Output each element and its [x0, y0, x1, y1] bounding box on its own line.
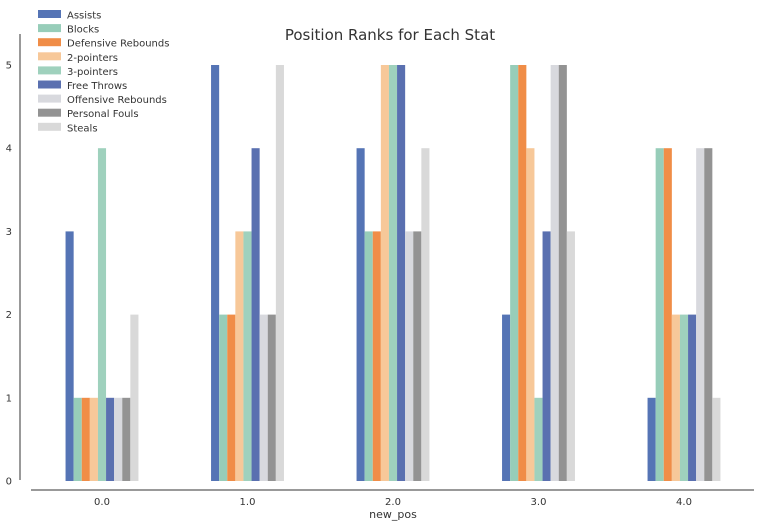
legend-label: 2-pointers	[67, 53, 118, 64]
bar	[558, 65, 567, 481]
bar	[663, 148, 672, 481]
bar	[502, 314, 511, 481]
bar	[510, 65, 519, 481]
bar	[688, 314, 697, 481]
bar	[647, 397, 656, 481]
bar	[388, 65, 398, 481]
legend-item: 3-pointers	[38, 66, 118, 78]
bar	[380, 65, 389, 481]
legend-item: 2-pointers	[38, 52, 118, 64]
bar	[542, 231, 551, 481]
y-tick-label: 5	[6, 61, 12, 72]
x-tick-label: 0.0	[94, 497, 110, 508]
bar	[679, 314, 689, 481]
legend-label: Assists	[67, 11, 101, 22]
legend-swatch	[38, 108, 61, 117]
legend-label: Personal Fouls	[67, 109, 139, 120]
bar	[219, 314, 228, 481]
legend-swatch	[38, 38, 61, 47]
bar	[275, 65, 284, 481]
y-tick-label: 4	[6, 144, 12, 155]
legend-label: Steals	[67, 123, 98, 134]
legend-item: Defensive Rebounds	[38, 38, 169, 50]
bar	[122, 397, 131, 481]
bar	[405, 231, 414, 481]
bar	[130, 314, 139, 481]
legend-swatch	[38, 24, 61, 33]
y-tick-label: 3	[6, 227, 12, 238]
bar	[89, 397, 98, 481]
bar	[356, 148, 365, 481]
bar	[696, 148, 705, 481]
legend-item: Free Throws	[38, 80, 127, 92]
y-axis-ticks: 0 1 2 3 4 5	[6, 61, 12, 488]
bar	[526, 148, 535, 481]
bar	[97, 148, 107, 481]
bar	[655, 148, 664, 481]
legend-label: Offensive Rebounds	[67, 95, 167, 106]
bar	[550, 65, 559, 481]
legend-label: Blocks	[67, 25, 99, 36]
bar	[106, 397, 115, 481]
x-tick-label: 2.0	[385, 497, 401, 508]
bar	[518, 65, 527, 481]
bar	[534, 397, 543, 481]
bar	[421, 148, 430, 481]
legend-item: Assists	[38, 10, 101, 22]
bar	[671, 314, 680, 481]
legend-swatch	[38, 52, 61, 61]
legend: Assists Blocks Defensive Rebounds 2-pointer…	[38, 10, 169, 134]
bar	[259, 314, 268, 481]
legend-label: 3-pointers	[67, 67, 118, 78]
x-tick-label: 1.0	[240, 497, 256, 508]
legend-label: Defensive Rebounds	[67, 39, 169, 50]
bar	[704, 148, 713, 481]
bar	[65, 231, 74, 481]
bar	[364, 231, 373, 481]
legend-swatch	[38, 66, 61, 75]
y-tick-label: 2	[6, 310, 12, 321]
bar	[73, 397, 82, 481]
legend-swatch	[38, 94, 61, 103]
bar	[235, 231, 244, 481]
legend-swatch	[38, 80, 61, 89]
x-tick-label: 4.0	[676, 497, 692, 508]
legend-swatch	[38, 122, 61, 131]
bar	[227, 314, 236, 481]
bar	[712, 397, 721, 481]
bar	[413, 231, 422, 481]
x-tick-label: 3.0	[531, 497, 547, 508]
chart-title: Position Ranks for Each Stat	[285, 26, 495, 44]
legend-item: Blocks	[38, 24, 99, 36]
x-axis-ticks: 0.0 1.0 2.0 3.0 4.0	[94, 497, 692, 508]
bar	[267, 314, 276, 481]
y-tick-label: 1	[6, 393, 12, 404]
y-tick-label: 0	[6, 477, 12, 488]
bar	[114, 397, 123, 481]
bar	[251, 148, 260, 481]
bar	[566, 231, 575, 481]
bar	[211, 65, 220, 481]
legend-swatch	[38, 10, 61, 18]
legend-item: Personal Fouls	[38, 108, 139, 120]
bar	[81, 397, 90, 481]
bar	[243, 231, 252, 481]
x-axis-label: new_pos	[369, 508, 417, 521]
legend-label: Free Throws	[67, 81, 127, 92]
legend-item: Steals	[38, 122, 98, 134]
bars-group	[65, 65, 721, 481]
bar	[397, 65, 406, 481]
bar	[372, 231, 381, 481]
legend-item: Offensive Rebounds	[38, 94, 167, 106]
